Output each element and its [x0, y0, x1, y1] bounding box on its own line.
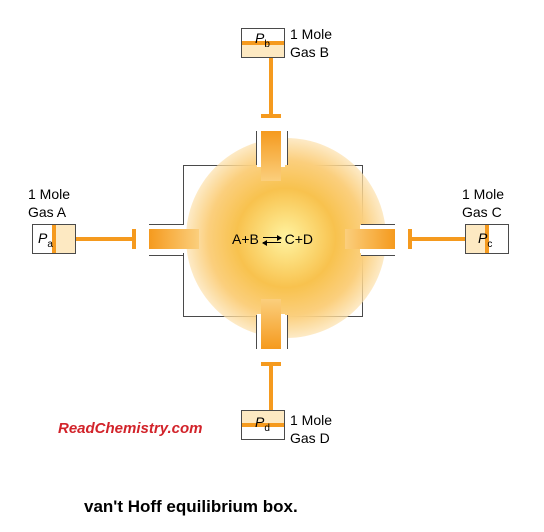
reaction-lhs: A+B	[232, 231, 259, 247]
pressure-c: Pc	[478, 230, 492, 251]
piston-rod-left	[76, 237, 132, 241]
label-gas-b: 1 Mole Gas B	[290, 26, 332, 61]
name-d: Gas D	[290, 430, 330, 446]
label-gas-a: 1 Mole Gas A	[28, 186, 70, 221]
piston-plate-left	[132, 229, 136, 249]
watermark: ReadChemistry.com	[58, 420, 203, 437]
name-a: Gas A	[28, 204, 66, 220]
label-gas-c: 1 Mole Gas C	[462, 186, 504, 221]
vant-hoff-diagram: { "colors": { "orange": "#f59a1e", "oran…	[0, 0, 544, 532]
reaction-rhs: C+D	[285, 231, 313, 247]
pressure-a: Pa	[38, 230, 53, 251]
piston-rod-bottom	[269, 366, 273, 410]
mole-d: 1 Mole	[290, 412, 332, 428]
equilibrium-arrows-icon	[263, 234, 281, 246]
mole-b: 1 Mole	[290, 26, 332, 42]
name-b: Gas B	[290, 44, 329, 60]
figure-caption: van't Hoff equilibrium box.	[84, 497, 298, 517]
pressure-d: Pd	[255, 414, 270, 435]
label-gas-d: 1 Mole Gas D	[290, 412, 332, 447]
mole-c: 1 Mole	[462, 186, 504, 202]
piston-plate-top	[261, 114, 281, 118]
name-c: Gas C	[462, 204, 502, 220]
piston-rod-top	[269, 58, 273, 114]
pressure-b: Pb	[255, 30, 270, 51]
reaction-equation: A+B C+D	[232, 231, 313, 247]
piston-rod-right	[412, 237, 468, 241]
mole-a: 1 Mole	[28, 186, 70, 202]
